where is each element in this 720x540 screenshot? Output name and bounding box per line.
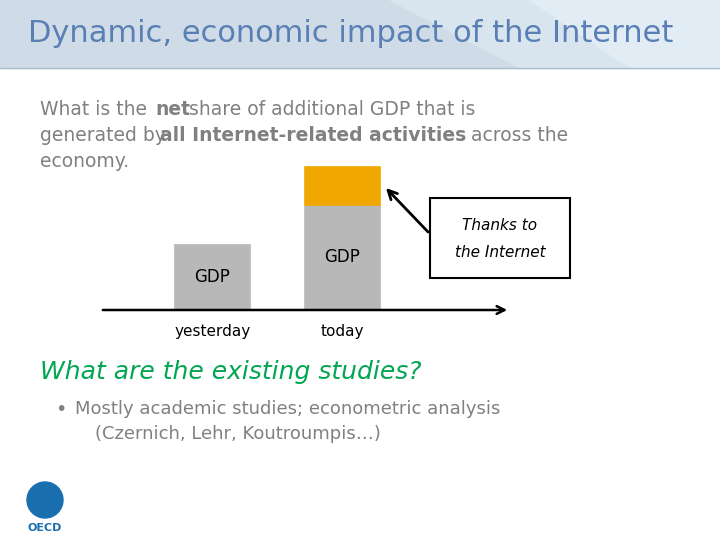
FancyBboxPatch shape xyxy=(430,198,570,278)
Text: Thanks to: Thanks to xyxy=(462,219,538,233)
Text: yesterday: yesterday xyxy=(174,324,251,339)
Text: share of additional GDP that is: share of additional GDP that is xyxy=(183,100,475,119)
Text: GDP: GDP xyxy=(325,248,361,267)
Text: Mostly academic studies; econometric analysis: Mostly academic studies; econometric ana… xyxy=(75,400,500,418)
Text: all Internet-related activities: all Internet-related activities xyxy=(160,126,467,145)
Text: GDP: GDP xyxy=(194,268,230,287)
Text: today: today xyxy=(320,324,364,339)
Text: What is the: What is the xyxy=(40,100,153,119)
Text: Dynamic, economic impact of the Internet: Dynamic, economic impact of the Internet xyxy=(28,19,673,49)
Polygon shape xyxy=(390,0,720,68)
Bar xyxy=(305,167,380,205)
Bar xyxy=(0,0,720,68)
Circle shape xyxy=(27,482,63,518)
Bar xyxy=(175,245,250,310)
Text: (Czernich, Lehr, Koutroumpis…): (Czernich, Lehr, Koutroumpis…) xyxy=(95,425,381,443)
Text: What are the existing studies?: What are the existing studies? xyxy=(40,360,421,384)
Polygon shape xyxy=(530,0,720,68)
Text: across the: across the xyxy=(465,126,568,145)
Text: •: • xyxy=(55,400,66,419)
Text: generated by: generated by xyxy=(40,126,172,145)
Text: net: net xyxy=(155,100,190,119)
Text: economy.: economy. xyxy=(40,152,129,171)
Text: OECD: OECD xyxy=(28,523,62,533)
Bar xyxy=(305,205,380,310)
Text: the Internet: the Internet xyxy=(455,245,545,260)
